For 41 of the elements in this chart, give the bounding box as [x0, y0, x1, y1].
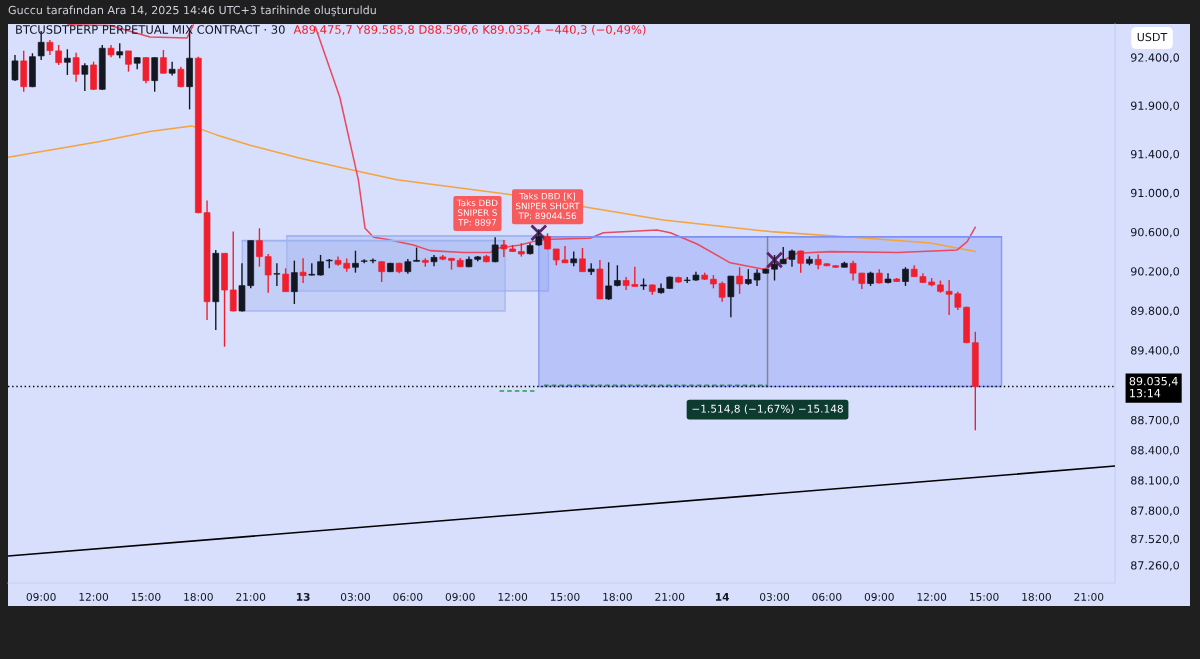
annotation: Taks DBD [K] SNIPER SHORT TP: 89044.56 [516, 192, 580, 220]
x-tick-label: 14 [715, 593, 729, 601]
y-tick-label: 88.700,0 [1131, 415, 1180, 426]
y-tick-label: 88.400,0 [1131, 446, 1180, 456]
x-tick-label: 06:00 [812, 592, 842, 601]
x-tick-label: 21:00 [655, 592, 685, 601]
y-tick-label: 91.000,0 [1130, 188, 1180, 199]
x-tick-label: 21:00 [1074, 592, 1104, 601]
x-tick-label: 06:00 [393, 592, 423, 601]
y-tick-label: 90.600,0 [1130, 227, 1180, 238]
y-tick-label: 91.900,0 [1130, 101, 1180, 112]
y-tick-label: 90.200,0 [1130, 267, 1180, 277]
y-tick-label: 89.800,0 [1131, 306, 1180, 317]
x-tick-label: 21:00 [236, 592, 266, 601]
x-tick-label: 18:00 [184, 592, 213, 601]
annotation: −1.514,8 (−1,67%) −15.148 [692, 404, 843, 414]
text: Guccu tarafından Ara 14, 2025 14:46 UTC+3 tarihinde oluşturuldu [8, 5, 376, 17]
y-tick-label: 87.520,0 [1131, 534, 1180, 545]
y-tick-label: 87.800,0 [1131, 506, 1180, 516]
x-tick-label: 15:00 [550, 592, 580, 601]
x-tick-label: 12:00 [498, 592, 528, 601]
annotation: Taks DBD SNIPER S TP: 8897 [456, 199, 498, 226]
y-tick-label: 91.400,0 [1130, 149, 1180, 160]
y-tick-label: 88.100,0 [1131, 476, 1180, 486]
x-tick-label: 18:00 [603, 592, 632, 601]
y-tick-label: 87.260,0 [1131, 561, 1180, 571]
x-tick-label: 03:00 [340, 592, 370, 601]
x-tick-label: 09:00 [864, 592, 894, 601]
x-tick-label: 18:00 [1022, 592, 1051, 601]
x-tick-label: 09:00 [445, 592, 475, 601]
y-axis-title: USDT [1137, 32, 1168, 42]
x-tick-label: 12:00 [79, 592, 109, 601]
y-tick-label: 92.400,0 [1130, 53, 1180, 63]
x-tick-label: 09:00 [26, 592, 56, 601]
x-tick-label: 13 [296, 592, 310, 601]
ref-line-label: 89.035,4 13:14 [1129, 376, 1178, 398]
x-tick-label: 12:00 [917, 592, 947, 601]
x-tick-label: 15:00 [131, 592, 161, 601]
y-tick-label: 89.400,0 [1131, 346, 1180, 356]
x-tick-label: 03:00 [760, 592, 790, 601]
x-tick-label: 15:00 [970, 592, 999, 601]
